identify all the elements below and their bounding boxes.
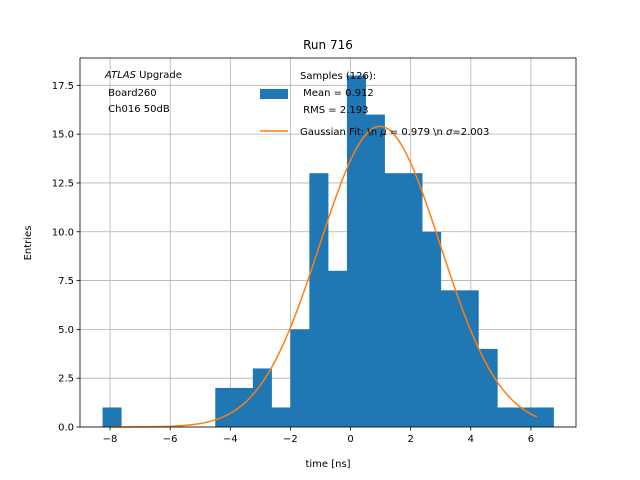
x-tick-label: −8 xyxy=(103,434,118,445)
chart-title: Run 716 xyxy=(303,38,353,52)
histogram-bar xyxy=(215,387,254,427)
plot-frame xyxy=(79,57,577,428)
annotation-upgrade: Upgrade xyxy=(136,70,182,81)
histogram-bar xyxy=(290,329,310,427)
x-tick-label: 4 xyxy=(468,434,474,445)
annotation-line-2: Board260 xyxy=(105,88,157,99)
annotation-atlas: ATLAS xyxy=(104,70,137,81)
legend-hist-rms: RMS = 2.193 xyxy=(300,105,368,116)
legend-hist-title: Samples (126): xyxy=(300,71,376,82)
y-axis-label: Entries xyxy=(23,226,34,261)
histogram-bar xyxy=(440,290,479,427)
x-axis-ticks: −8 −6 −4 −2 0 2 4 6 xyxy=(103,427,534,445)
y-tick-label: 7.5 xyxy=(58,276,74,287)
y-tick-label: 10.0 xyxy=(52,227,74,238)
legend-fit-label: Gaussian Fit: \n μ = 0.979 \n σ=2.003 xyxy=(300,127,489,138)
histogram-bar xyxy=(422,231,442,427)
legend-fit-sigma: σ xyxy=(446,127,453,138)
x-tick-label: 2 xyxy=(407,434,413,445)
atlas-annotation: ATLAS Upgrade Board260 Ch016 50dB xyxy=(104,70,182,115)
legend-hist-swatch xyxy=(260,89,288,99)
x-axis-label: time [ns] xyxy=(305,459,350,470)
histogram-bar xyxy=(328,270,348,427)
histogram-bars xyxy=(102,75,554,428)
x-tick-label: −2 xyxy=(283,434,298,445)
y-axis-ticks: 0.0 2.5 5.0 7.5 10.0 12.5 15.0 17.5 xyxy=(52,81,80,434)
legend-fit-mid: = 0.979 \n xyxy=(387,127,446,138)
gaussian-fit xyxy=(110,125,538,428)
histogram-bar xyxy=(478,348,498,427)
legend: Samples (126): Mean = 0.912 RMS = 2.193 … xyxy=(260,71,489,138)
x-tick-label: −6 xyxy=(163,434,178,445)
y-tick-label: 17.5 xyxy=(52,81,74,92)
histogram-bar xyxy=(309,173,329,427)
y-tick-label: 5.0 xyxy=(58,325,74,336)
gaussian-fit-curve xyxy=(110,125,538,428)
y-tick-label: 12.5 xyxy=(52,178,74,189)
x-tick-label: 6 xyxy=(528,434,534,445)
histogram-bar xyxy=(271,407,291,427)
legend-hist-mean: Mean = 0.912 xyxy=(300,88,374,99)
histogram-bar xyxy=(365,114,385,427)
y-tick-label: 2.5 xyxy=(58,374,74,385)
histogram-bar xyxy=(497,407,554,427)
histogram-bar xyxy=(102,407,122,427)
legend-fit-suffix: =2.003 xyxy=(452,127,489,138)
x-tick-label: 0 xyxy=(347,434,353,445)
histogram-bar xyxy=(346,75,366,428)
annotation-line-1: ATLAS Upgrade xyxy=(104,70,182,81)
annotation-line-3: Ch016 50dB xyxy=(105,104,170,115)
histogram-bar xyxy=(252,368,272,427)
legend-fit-mu: μ xyxy=(379,127,386,138)
histogram-bar xyxy=(384,173,423,427)
y-tick-label: 15.0 xyxy=(52,130,74,141)
legend-fit-prefix: Gaussian Fit: \n xyxy=(300,127,380,138)
y-tick-label: 0.0 xyxy=(58,423,74,434)
x-tick-label: −4 xyxy=(223,434,238,445)
